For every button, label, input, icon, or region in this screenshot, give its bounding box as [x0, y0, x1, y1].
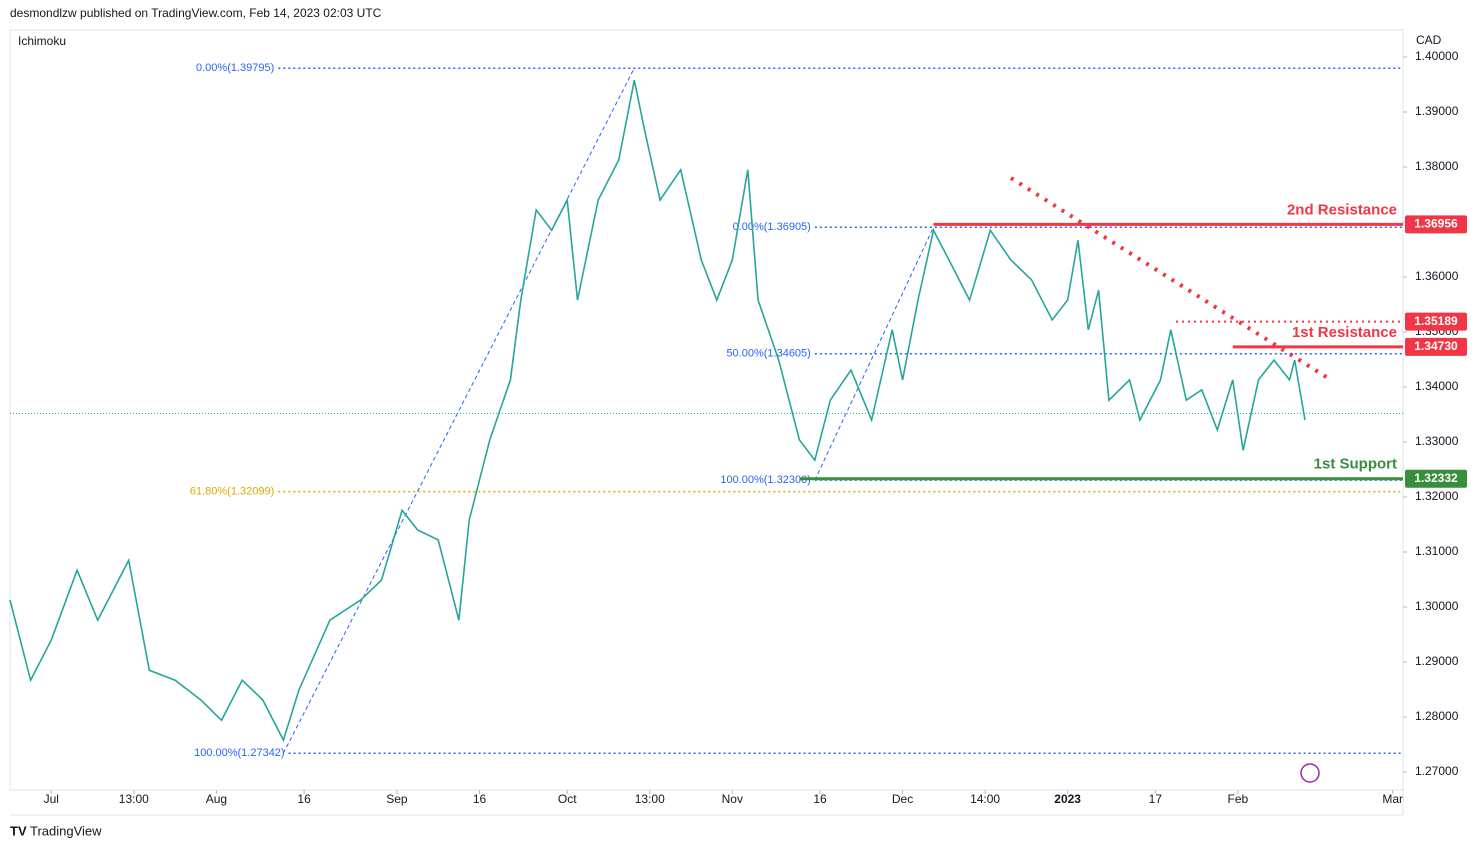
fib-label: 100.00%(1.32306) [720, 474, 811, 486]
publisher-title: desmondlzw published on TradingView.com,… [10, 6, 382, 20]
price-badge-label: 1.36956 [1414, 217, 1458, 231]
fib-label: 100.00%(1.27342) [194, 747, 285, 759]
x-tick-label: Oct [558, 792, 577, 806]
price-badge [1405, 337, 1467, 356]
x-tick-label: Jul [44, 792, 59, 806]
currency-label: CAD [1416, 33, 1442, 47]
x-tick-label: 17 [1149, 792, 1163, 806]
fib-label: 61.80%(1.32099) [190, 485, 274, 497]
x-tick-label: 14:00 [970, 792, 1000, 806]
y-tick-label: 1.34000 [1415, 379, 1459, 393]
x-tick-label: Nov [722, 792, 743, 806]
x-tick-label: 13:00 [119, 792, 149, 806]
y-tick-label: 1.40000 [1415, 49, 1459, 63]
price-badge-label: 1.32332 [1414, 471, 1458, 485]
price-badge [1405, 215, 1467, 234]
y-tick-label: 1.31000 [1415, 544, 1459, 558]
y-tick-label: 1.36000 [1415, 269, 1459, 283]
alert-icon[interactable] [1300, 763, 1320, 783]
x-tick-label: Sep [386, 792, 408, 806]
price-badge-label: 1.35189 [1414, 314, 1458, 328]
fib-label: 0.00%(1.36905) [733, 221, 811, 233]
y-tick-label: 1.28000 [1415, 709, 1459, 723]
brand: TradingView [30, 823, 102, 838]
level-name: 1st Support [1314, 456, 1397, 473]
y-tick-label: 1.27000 [1415, 764, 1459, 778]
x-tick-label: 16 [297, 792, 311, 806]
price-line [9, 79, 1306, 743]
price-badge [1405, 469, 1467, 488]
x-tick-label: 2023 [1054, 792, 1081, 806]
x-tick-label: 16 [473, 792, 487, 806]
price-badge-label: 1.34730 [1414, 339, 1458, 353]
x-tick-label: 16 [813, 792, 827, 806]
indicator-label: Ichimoku [18, 34, 66, 48]
x-tick-label: Mar [1382, 792, 1403, 806]
x-tick-label: Aug [206, 792, 227, 806]
level-name: 2nd Resistance [1287, 201, 1397, 218]
level-name: 1st Resistance [1292, 324, 1397, 341]
x-tick-label: 13:00 [635, 792, 665, 806]
y-tick-label: 1.33000 [1415, 434, 1459, 448]
x-tick-label: Dec [892, 792, 913, 806]
y-tick-label: 1.32000 [1415, 489, 1459, 503]
fib-trend [814, 227, 934, 481]
fib-label: 50.00%(1.34605) [726, 348, 810, 360]
fib-trend [282, 68, 635, 754]
x-tick-label: Feb [1228, 792, 1249, 806]
y-tick-label: 1.29000 [1415, 654, 1459, 668]
price-badge [1405, 312, 1467, 331]
fib-label: 0.00%(1.39795) [196, 62, 274, 74]
y-tick-label: 1.30000 [1415, 599, 1459, 613]
y-tick-label: 1.39000 [1415, 104, 1459, 118]
brand-logo: TV [10, 823, 27, 838]
y-tick-label: 1.38000 [1415, 159, 1459, 173]
